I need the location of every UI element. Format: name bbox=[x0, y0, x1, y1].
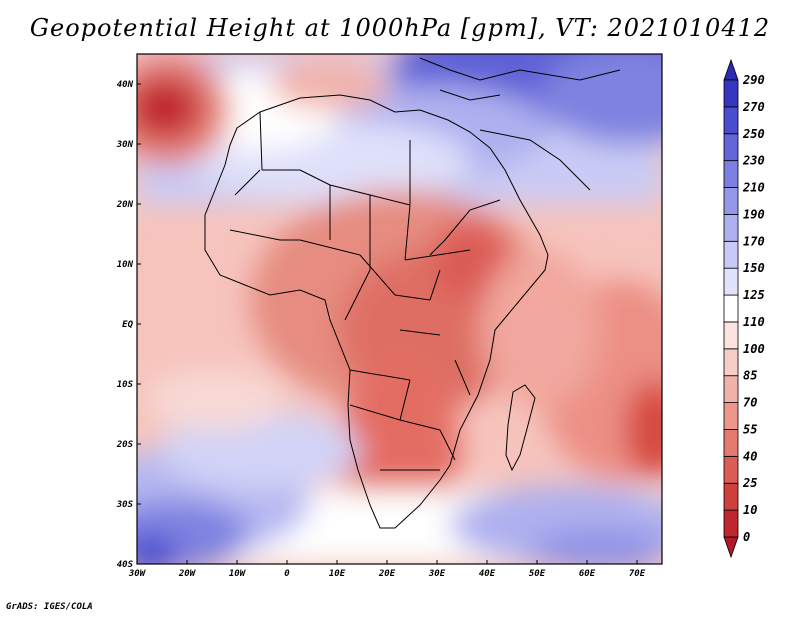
colorbar-swatch bbox=[723, 509, 739, 538]
colorbar-swatch bbox=[723, 267, 739, 296]
coastlines bbox=[204, 57, 621, 529]
lat-tick-label: 10N bbox=[117, 260, 134, 270]
lon-tick-label: 60E bbox=[579, 569, 596, 579]
lon-tick-label: 10E bbox=[329, 569, 346, 579]
lat-tick-label: EQ bbox=[122, 320, 133, 330]
colorbar-swatch bbox=[723, 294, 739, 323]
colorbar-level-label: 10 bbox=[743, 503, 757, 517]
colorbar-level-label: 125 bbox=[743, 288, 765, 302]
colorbar-level-label: 25 bbox=[742, 476, 757, 490]
lon-tick-label: 20W bbox=[178, 569, 197, 579]
colorbar-swatch bbox=[723, 240, 739, 269]
latitude-axis: 40N 30N 20N 10N EQ 10S 20S 30S 40S bbox=[116, 80, 141, 570]
colorbar-swatch bbox=[723, 133, 739, 162]
lat-tick-label: 40N bbox=[117, 80, 134, 90]
colorbar-swatch bbox=[723, 187, 739, 215]
colorbar-level-label: 270 bbox=[742, 100, 765, 114]
lon-tick-label: 70E bbox=[629, 569, 646, 579]
colorbar-level-label: 55 bbox=[743, 422, 757, 436]
colorbar-level-label: 190 bbox=[743, 207, 765, 221]
lon-tick-label: 40E bbox=[479, 569, 496, 579]
lon-tick-label: 0 bbox=[284, 569, 290, 579]
grads-credit: GrADS: IGES/COLA bbox=[6, 602, 93, 612]
colorbar-level-label: 70 bbox=[743, 396, 757, 410]
lat-tick-label: 20N bbox=[116, 200, 134, 210]
lon-tick-label: 10W bbox=[229, 569, 247, 579]
lon-tick-label: 20E bbox=[378, 569, 396, 579]
colorbar-swatch bbox=[723, 321, 739, 350]
colorbar-swatch bbox=[723, 106, 739, 135]
colorbar-level-label: 110 bbox=[743, 315, 765, 329]
height-field bbox=[137, 54, 662, 564]
colorbar-swatch bbox=[723, 375, 739, 403]
lat-tick-label: 30N bbox=[116, 140, 134, 150]
colorbar-swatch bbox=[723, 214, 739, 242]
lon-tick-label: 50E bbox=[529, 569, 546, 579]
lat-tick-label: 30S bbox=[116, 500, 134, 510]
colorbar-level-label: 230 bbox=[742, 154, 765, 168]
colorbar-level-label: 100 bbox=[743, 342, 765, 356]
lat-tick-label: 10S bbox=[117, 380, 134, 390]
colorbar-tip-high bbox=[723, 58, 739, 81]
colorbar-level-label: 150 bbox=[743, 261, 765, 275]
colorbar-level-label: 85 bbox=[743, 369, 757, 383]
map-frame bbox=[136, 53, 663, 565]
lat-tick-label: 40S bbox=[117, 560, 134, 570]
colorbar-swatch bbox=[723, 160, 739, 188]
colorbar-legend: 0 10 25 40 55 70 85 100 110 125 150 170 190 210 230 250… bbox=[723, 58, 765, 559]
colorbar-swatch bbox=[723, 482, 739, 511]
lon-tick-label: 30E bbox=[428, 569, 446, 579]
colorbar-swatch bbox=[723, 429, 739, 457]
colorbar-level-label: 210 bbox=[742, 181, 765, 195]
map-title: Geopotential Height at 1000hPa [gpm], VT… bbox=[29, 14, 771, 42]
lon-tick-label: 30W bbox=[128, 569, 147, 579]
colorbar-level-label: 170 bbox=[743, 234, 765, 248]
longitude-axis: 30W 20W 10W 0 10E 20E 30E 40E 50E 60E 70E bbox=[128, 560, 646, 579]
colorbar-swatch bbox=[723, 348, 739, 377]
colorbar-level-label: 290 bbox=[742, 73, 765, 87]
colorbar-tip-low bbox=[723, 536, 739, 559]
colorbar-level-label: 250 bbox=[742, 127, 765, 141]
colorbar-swatch bbox=[723, 79, 739, 108]
lat-tick-label: 20S bbox=[116, 440, 134, 450]
colorbar-swatch bbox=[723, 455, 739, 484]
colorbar-swatch bbox=[723, 402, 739, 430]
colorbar-level-label: 0 bbox=[743, 530, 750, 544]
colorbar-level-label: 40 bbox=[743, 449, 757, 463]
